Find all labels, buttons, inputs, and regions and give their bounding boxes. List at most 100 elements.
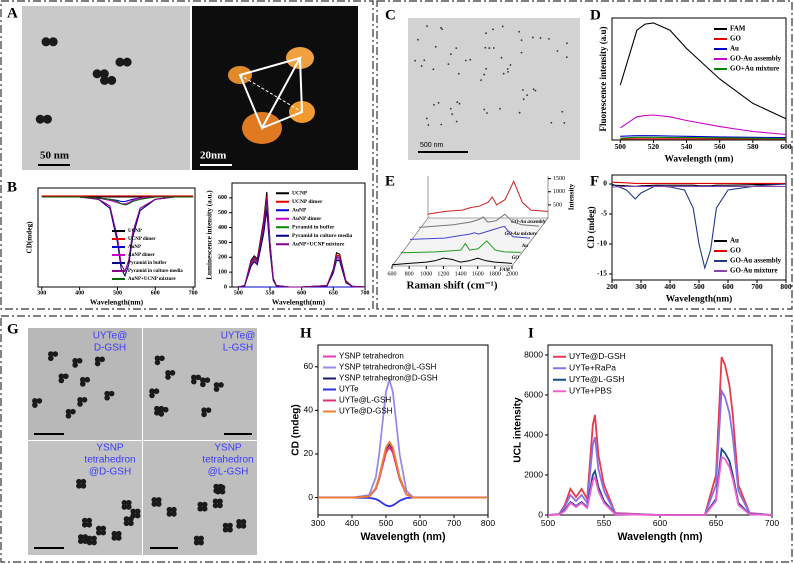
y-tick-label: 0 — [603, 179, 607, 188]
legend-label: Au — [730, 237, 739, 245]
legend-label: UCNP dimer — [292, 199, 323, 205]
particle — [492, 28, 494, 31]
series-line — [427, 180, 549, 215]
particle — [91, 535, 97, 542]
particle — [99, 69, 109, 79]
legend-label: AuNP dimer — [128, 253, 156, 258]
particle — [449, 107, 452, 110]
particle — [240, 523, 247, 529]
x-tick-label: 800 — [405, 271, 414, 277]
particle — [548, 37, 550, 40]
particle — [440, 123, 443, 126]
particle — [169, 370, 176, 376]
particle — [76, 478, 82, 485]
particle — [104, 390, 110, 397]
particle — [154, 359, 161, 366]
x-tick-label: 1400 — [455, 271, 467, 277]
particle — [80, 483, 87, 489]
chart: 500 550 600 650 7000100200300400500600Wavele… — [206, 182, 370, 306]
particle — [212, 498, 219, 505]
y-tick-label: -15 — [597, 269, 607, 278]
particle — [441, 28, 444, 31]
y-tick-label: -5 — [601, 209, 607, 218]
x-tick-label: 550 — [597, 518, 611, 528]
particle — [158, 411, 165, 417]
legend-label: Pyramid in buffer — [292, 225, 335, 231]
x-tick-label: 1800 — [489, 271, 501, 277]
particle — [550, 121, 553, 124]
y-axis-label: Luminescence intensity (a.u.) — [206, 190, 214, 280]
particle — [532, 88, 535, 91]
x-tick-label: 700 — [189, 290, 198, 296]
particle — [201, 501, 208, 508]
particle — [86, 535, 93, 542]
particle — [130, 508, 137, 515]
y-tick-label: 600 — [218, 195, 227, 201]
series-line — [611, 185, 786, 188]
border — [0, 0, 374, 310]
particle — [171, 511, 177, 517]
legend-label: AuNP+UCNP mixture — [128, 277, 176, 282]
particle — [86, 517, 93, 524]
particle — [115, 535, 122, 541]
particle — [100, 529, 107, 536]
particle — [79, 376, 86, 383]
x-tick-label: 700 — [361, 290, 370, 296]
particle — [47, 351, 54, 357]
series-line — [409, 225, 531, 240]
particle — [213, 382, 220, 388]
legend-label: UCNP — [128, 229, 142, 234]
particle — [219, 484, 226, 491]
particle — [434, 45, 437, 48]
particle — [154, 355, 161, 362]
y-tick-label: 500 — [218, 210, 227, 216]
particle — [499, 107, 501, 110]
x-tick-label: 540 — [681, 142, 693, 151]
particle — [94, 360, 101, 367]
particle — [107, 75, 117, 85]
y-tick-label: 0 — [224, 284, 227, 290]
particle — [86, 539, 93, 546]
particle — [563, 122, 566, 124]
particle — [76, 357, 83, 364]
tem-image — [22, 6, 190, 170]
g-label: tetrahedron — [84, 455, 135, 466]
particle — [440, 26, 442, 29]
particle — [70, 408, 76, 415]
particle — [485, 32, 487, 35]
g-label: UYTe@ — [93, 331, 128, 342]
edge — [239, 74, 303, 113]
y-tick-label: 400 — [218, 225, 227, 231]
series-label: GO-Au mixture — [505, 232, 538, 237]
particle — [65, 413, 72, 419]
particle — [447, 63, 450, 66]
x-tick-label: 650 — [709, 518, 723, 528]
particle — [154, 405, 160, 412]
x-tick-label: 580 — [747, 142, 759, 151]
legend-label: YSNP tetrahedron — [339, 352, 404, 361]
particle — [222, 522, 229, 529]
particle — [153, 388, 160, 395]
y-tick-label: 0 — [538, 509, 543, 519]
particle — [455, 47, 458, 50]
g-label: @D-GSH — [89, 467, 131, 478]
particle — [32, 398, 38, 404]
x-tick-label: 300 — [37, 290, 46, 296]
x-tick-label: 500 — [234, 290, 243, 296]
scale-bars — [34, 433, 252, 549]
particle — [36, 398, 43, 404]
particle — [518, 111, 521, 114]
scale-label: 500 nm — [420, 142, 444, 149]
particle — [104, 395, 110, 401]
y-tick-label: -10 — [597, 239, 607, 248]
x-tick-label: 520 — [648, 142, 660, 151]
particle — [509, 64, 512, 66]
particle — [507, 70, 509, 73]
legend-label: Au — [730, 45, 739, 53]
x-tick-label: 600 — [151, 290, 160, 296]
particle — [115, 57, 125, 67]
y-tick-label: 200 — [218, 255, 227, 261]
particle — [130, 512, 137, 519]
particle — [227, 522, 233, 529]
series-line — [238, 191, 366, 288]
